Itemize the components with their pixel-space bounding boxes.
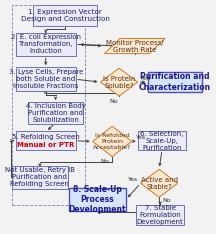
FancyBboxPatch shape (28, 102, 84, 124)
Text: 3. Lyse Cells, Prepare
both Soluble and
Insoluble Fractions: 3. Lyse Cells, Prepare both Soluble and … (9, 69, 83, 89)
Polygon shape (100, 68, 138, 96)
Text: 7. Stable
Formulation
Development: 7. Stable Formulation Development (137, 205, 183, 225)
Text: Yes: Yes (141, 76, 151, 81)
FancyBboxPatch shape (12, 166, 68, 189)
Text: No: No (100, 159, 109, 164)
FancyBboxPatch shape (16, 132, 76, 150)
Text: 2. E. coli Expression
Transformation,
Induction: 2. E. coli Expression Transformation, In… (11, 34, 81, 54)
Text: 6. Selection,
Scale-Up,
Purification: 6. Selection, Scale-Up, Purification (140, 131, 184, 151)
Text: Is Protein
Soluble?: Is Protein Soluble? (103, 76, 135, 89)
Text: Active and
Stable?: Active and Stable? (141, 177, 178, 190)
FancyBboxPatch shape (136, 205, 184, 225)
Text: Not Usable, Retry IB
Purification and
Refolding Screen: Not Usable, Retry IB Purification and Re… (5, 168, 75, 187)
FancyBboxPatch shape (33, 5, 97, 26)
Text: Yes: Yes (128, 177, 138, 182)
FancyBboxPatch shape (69, 188, 127, 211)
Text: No: No (163, 198, 171, 203)
Text: Manual or PTR: Manual or PTR (17, 142, 75, 148)
Text: Purification and
Characterization: Purification and Characterization (139, 72, 211, 92)
Text: Is Refolded
Protein
Acceptable?: Is Refolded Protein Acceptable? (93, 133, 131, 150)
Text: Monitor Process/
Growth Rate: Monitor Process/ Growth Rate (106, 40, 164, 53)
FancyBboxPatch shape (16, 67, 76, 91)
Text: 5. Refolding Screen: 5. Refolding Screen (12, 134, 80, 140)
Text: 4. Inclusion Body
Purification and
Solubilization: 4. Inclusion Body Purification and Solub… (26, 103, 86, 123)
FancyBboxPatch shape (16, 33, 76, 56)
Text: 8. Scale-Up
Process
Development: 8. Scale-Up Process Development (69, 185, 126, 215)
Text: 1. Expression Vector
Design and Construction: 1. Expression Vector Design and Construc… (21, 9, 110, 22)
Polygon shape (104, 39, 165, 54)
Polygon shape (93, 126, 132, 157)
Text: No: No (109, 99, 118, 104)
Polygon shape (141, 169, 178, 197)
FancyBboxPatch shape (148, 72, 202, 92)
FancyBboxPatch shape (138, 132, 186, 150)
Text: Yes: Yes (137, 135, 147, 140)
